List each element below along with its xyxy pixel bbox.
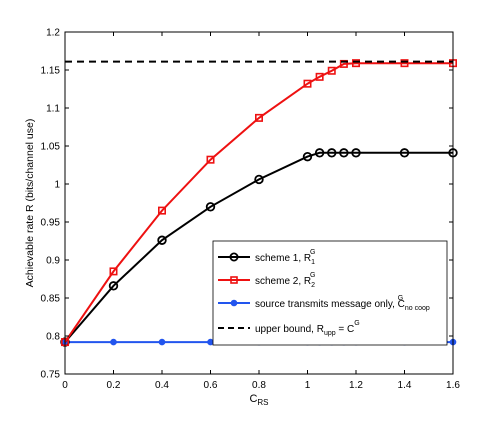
- x-axis-label-main: C: [249, 393, 257, 405]
- point-scheme2: [351, 59, 360, 68]
- x-tick-label: 0.8: [252, 380, 266, 391]
- y-tick-label: 1.15: [41, 66, 61, 77]
- ticks-layer: 0 0.2 0.4 0.6 0.8 1 1.2 1.4 1.6 0.75 0.8 0.85 0.9 0.9…: [41, 28, 461, 392]
- x-tick-label: 0.4: [155, 380, 169, 391]
- point-scheme1: [351, 148, 361, 158]
- y-tick-label: 1.05: [41, 142, 61, 153]
- point-scheme1: [254, 174, 264, 185]
- y-tick-label: 0.8: [46, 332, 60, 343]
- y-tick-label: 0.85: [41, 294, 61, 305]
- legend-upper-main: upper bound, R: [255, 324, 324, 335]
- y-tick-label: 1.2: [46, 28, 60, 39]
- point-scheme2: [303, 79, 312, 88]
- point-scheme1: [108, 281, 119, 291]
- x-tick-label: 0.2: [107, 380, 121, 391]
- legend-label-scheme1: scheme 1, R1 G: [255, 249, 316, 266]
- legend-source-sup: G: [398, 295, 403, 302]
- point-scheme2: [255, 113, 264, 122]
- point-scheme2: [327, 66, 336, 75]
- point-scheme1: [157, 235, 167, 245]
- legend-source-sub: no coop: [405, 305, 430, 312]
- point-scheme2: [109, 267, 118, 276]
- legend-scheme1-sup: G: [310, 249, 315, 256]
- x-tick-label: 1.4: [398, 380, 412, 391]
- legend-label-upper: upper bound, Rupp = CG: [255, 320, 360, 337]
- x-tick-label: 1: [305, 380, 311, 391]
- point-scheme1: [314, 148, 325, 158]
- x-tick-label: 1.2: [349, 380, 363, 391]
- legend-marker-scheme1: [229, 252, 239, 262]
- legend-scheme1-main: scheme 1, R: [255, 253, 311, 264]
- point-scheme2: [158, 206, 167, 215]
- legend-upper-post: = C: [336, 324, 355, 335]
- legend-upper-sup: G: [354, 320, 359, 327]
- x-tick-label: 0: [62, 380, 68, 391]
- legend-marker-source: [230, 299, 238, 307]
- legend-scheme2-main: scheme 2, R: [255, 276, 311, 287]
- point-scheme1: [399, 148, 410, 158]
- point-scheme1: [302, 151, 313, 162]
- legend-label-source: source transmits message only, Cno coopG: [255, 295, 430, 312]
- legend-label-scheme2: scheme 2, R2 G: [255, 272, 316, 289]
- point-scheme1: [339, 148, 349, 158]
- x-tick-label: 1.6: [446, 380, 460, 391]
- y-tick-label: 0.9: [46, 256, 60, 267]
- point-scheme2: [400, 59, 409, 68]
- point-source: [207, 338, 214, 346]
- series-line-scheme1: [64, 151, 453, 343]
- x-axis-label: CRS: [249, 393, 268, 407]
- legend-scheme2-sup: G: [310, 272, 315, 279]
- x-tick-label: 0.6: [204, 380, 218, 391]
- legend-box: [212, 240, 448, 346]
- point-source: [158, 338, 166, 346]
- y-tick-label: 0.95: [41, 218, 61, 229]
- point-scheme2: [315, 72, 324, 81]
- legend-marker-scheme2: [230, 276, 238, 284]
- series-line-scheme2: [64, 62, 453, 343]
- y-tick-label: 1.1: [46, 104, 60, 115]
- legend-scheme2-sub: 2: [311, 282, 315, 289]
- point-scheme2: [206, 155, 215, 164]
- y-axis-label: Achievable rate R (bits/channel use): [24, 119, 36, 288]
- y-tick-label: 1: [54, 180, 60, 191]
- point-scheme1: [205, 202, 216, 212]
- legend-source-main: source transmits message only, C: [255, 299, 405, 310]
- x-axis-label-sub: RS: [257, 398, 268, 407]
- point-scheme1: [327, 148, 337, 158]
- y-tick-label: 0.75: [41, 370, 61, 381]
- legend: scheme 1, R1 G scheme 2, R2 G source trans…: [212, 240, 448, 346]
- legend-upper-sub: upp: [324, 330, 336, 337]
- point-source: [110, 338, 117, 346]
- legend-scheme1-sub: 1: [311, 259, 315, 266]
